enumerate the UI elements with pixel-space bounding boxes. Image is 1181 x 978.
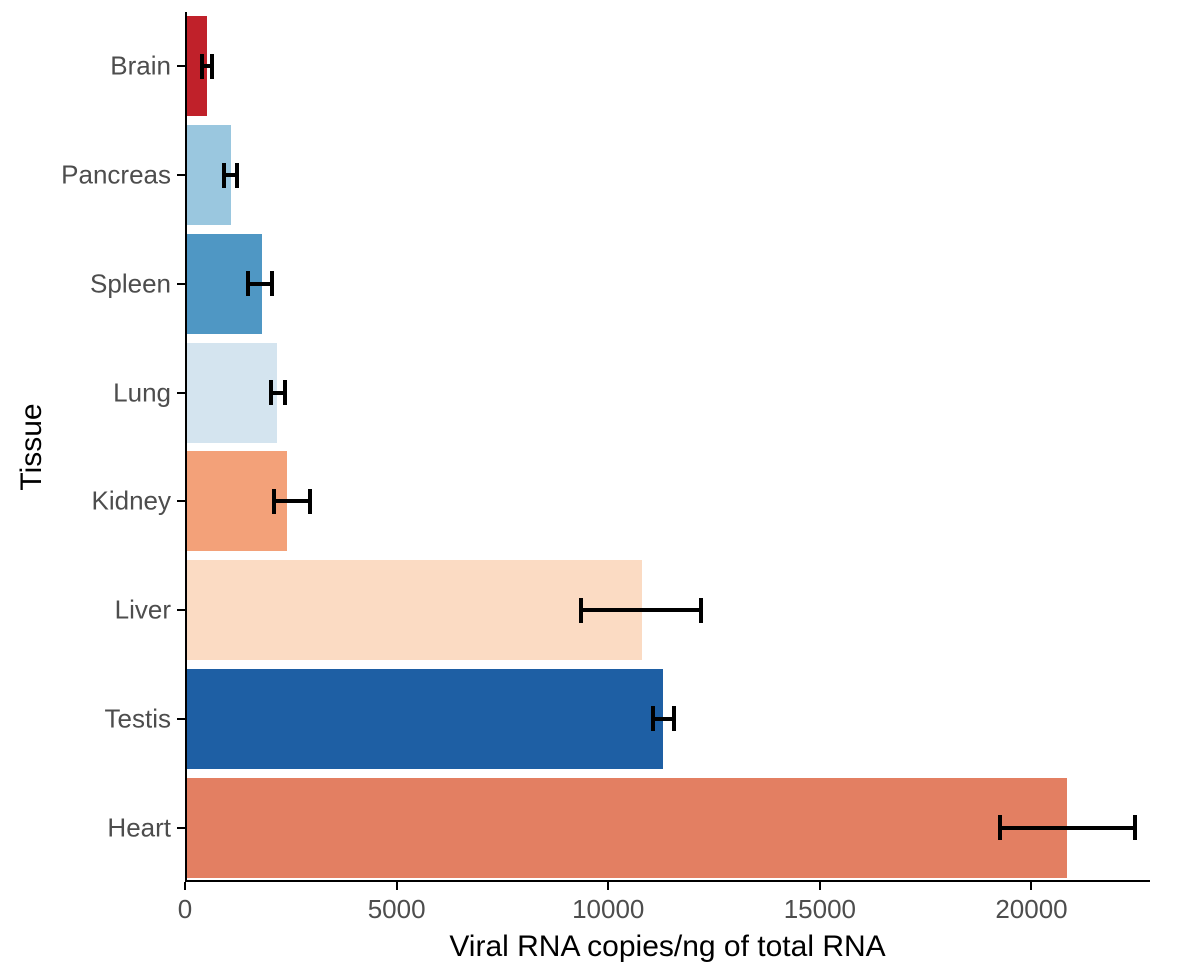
y-tick-label: Pancreas	[61, 160, 171, 191]
x-tick-label: 0	[178, 894, 192, 925]
errorbar-line	[581, 608, 702, 612]
y-tick-label: Testis	[105, 703, 171, 734]
y-tick-mark	[177, 827, 185, 829]
errorbar-line	[1000, 826, 1135, 830]
y-tick-label: Brain	[110, 51, 171, 82]
viral-rna-bar-chart: Tissue Viral RNA copies/ng of total RNA …	[0, 0, 1181, 978]
x-tick-mark	[607, 882, 609, 890]
bar-testis	[187, 669, 663, 769]
errorbar-cap	[699, 598, 703, 623]
bar-heart	[187, 778, 1067, 878]
errorbar-cap	[998, 815, 1002, 840]
errorbar-line	[248, 282, 272, 286]
errorbar-cap	[308, 489, 312, 514]
errorbar-cap	[272, 489, 276, 514]
y-tick-label: Kidney	[92, 486, 172, 517]
y-tick-mark	[177, 392, 185, 394]
bar-lung	[187, 343, 277, 443]
x-tick-label: 15000	[784, 894, 856, 925]
x-tick-mark	[1030, 882, 1032, 890]
bar-liver	[187, 560, 642, 660]
errorbar-cap	[579, 598, 583, 623]
y-axis-title: Tissue	[15, 403, 49, 490]
y-tick-mark	[177, 718, 185, 720]
errorbar-cap	[235, 163, 239, 188]
x-tick-mark	[184, 882, 186, 890]
errorbar-cap	[246, 271, 250, 296]
y-tick-label: Liver	[115, 595, 171, 626]
errorbar-cap	[270, 271, 274, 296]
x-axis-title: Viral RNA copies/ng of total RNA	[449, 930, 885, 964]
x-tick-label: 10000	[572, 894, 644, 925]
x-tick-mark	[396, 882, 398, 890]
y-tick-mark	[177, 65, 185, 67]
plot-area	[185, 12, 1150, 882]
y-tick-label: Heart	[107, 812, 171, 843]
y-tick-mark	[177, 500, 185, 502]
x-tick-label: 20000	[995, 894, 1067, 925]
errorbar-line	[274, 499, 310, 503]
errorbar-cap	[210, 54, 214, 79]
errorbar-cap	[651, 706, 655, 731]
errorbar-cap	[672, 706, 676, 731]
y-tick-mark	[177, 609, 185, 611]
y-tick-label: Lung	[113, 377, 171, 408]
y-tick-mark	[177, 174, 185, 176]
errorbar-cap	[200, 54, 204, 79]
errorbar-cap	[1133, 815, 1137, 840]
x-tick-label: 5000	[368, 894, 426, 925]
errorbar-cap	[222, 163, 226, 188]
x-tick-mark	[819, 882, 821, 890]
errorbar-cap	[283, 380, 287, 405]
errorbar-cap	[269, 380, 273, 405]
errorbar-line	[653, 717, 674, 721]
y-tick-mark	[177, 283, 185, 285]
y-tick-label: Spleen	[90, 268, 171, 299]
